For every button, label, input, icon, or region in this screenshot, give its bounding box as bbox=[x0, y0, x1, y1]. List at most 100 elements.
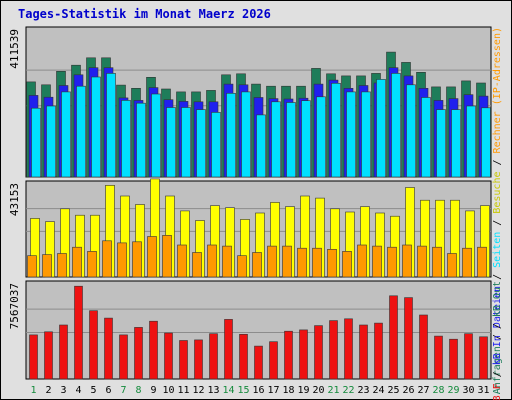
x-tick-label: 2 bbox=[45, 385, 51, 396]
legend-entry: Dateien bbox=[492, 286, 503, 328]
x-tick-label: 9 bbox=[150, 385, 156, 396]
bar-top-seiten-26 bbox=[406, 84, 416, 178]
bar-top-seiten-1 bbox=[31, 107, 41, 178]
bar-bottom-kb-f-18 bbox=[284, 330, 293, 380]
bar-top-seiten-20 bbox=[316, 96, 326, 178]
bar-top-seiten-27 bbox=[421, 97, 431, 178]
panel-max-label: 411539 bbox=[8, 29, 21, 69]
legend-entry: Besuche bbox=[492, 172, 503, 214]
panel-top: 411539 bbox=[8, 26, 492, 178]
bar-top-seiten-9 bbox=[151, 93, 161, 178]
bar-middle-rechner-16 bbox=[252, 252, 262, 278]
bar-middle-rechner-24 bbox=[372, 245, 382, 278]
bar-bottom-kb-f-4 bbox=[74, 285, 83, 380]
bar-top-seiten-13 bbox=[211, 112, 221, 178]
bar-middle-rechner-5 bbox=[87, 251, 97, 278]
bar-bottom-kb-f-31 bbox=[479, 336, 488, 380]
bar-middle-rechner-19 bbox=[297, 247, 307, 278]
bar-middle-rechner-13 bbox=[207, 244, 217, 278]
x-tick-label: 5 bbox=[90, 385, 96, 396]
bar-bottom-kb-f-21 bbox=[329, 320, 338, 380]
bar-middle-rechner-29 bbox=[447, 253, 457, 278]
legend-entry: / bbox=[492, 268, 503, 286]
bar-bottom-kb-f-8 bbox=[134, 327, 143, 380]
chart-title: Tages-Statistik im Monat Maerz 2026 bbox=[18, 7, 271, 21]
bar-middle-rechner-21 bbox=[327, 249, 337, 278]
x-tick-label: 22 bbox=[342, 385, 354, 396]
x-tick-label: 6 bbox=[105, 385, 111, 396]
panel-bottom: 7567037 bbox=[8, 280, 492, 380]
bar-bottom-kb-f-3 bbox=[59, 324, 68, 380]
x-tick-label: 11 bbox=[177, 385, 189, 396]
legend-entry: kB F bbox=[492, 383, 503, 400]
bar-bottom-kb-f-22 bbox=[344, 318, 353, 380]
bar-bottom-kb-f-1 bbox=[29, 334, 38, 380]
bar-top-seiten-12 bbox=[196, 109, 206, 178]
bar-top-seiten-2 bbox=[46, 105, 56, 178]
x-axis: 1 2 3 4 5 6 7 8 9 10 11 12 13 14 15 16 17 18 19 20 21 22 23 24 2… bbox=[30, 385, 489, 396]
x-tick-label: 18 bbox=[282, 385, 294, 396]
bar-bottom-kb-f-2 bbox=[44, 331, 53, 380]
bar-bottom-kb-f-16 bbox=[254, 345, 263, 380]
x-tick-label: 21 bbox=[327, 385, 339, 396]
bar-bottom-kb-f-17 bbox=[269, 341, 278, 380]
bar-middle-rechner-31 bbox=[477, 246, 487, 278]
bar-bottom-kb-f-24 bbox=[374, 322, 383, 380]
panel-middle: 43153 bbox=[8, 178, 492, 278]
x-tick-label: 16 bbox=[252, 385, 264, 396]
bar-middle-rechner-7 bbox=[117, 242, 127, 278]
x-tick-label: 28 bbox=[432, 385, 444, 396]
bar-top-seiten-15 bbox=[241, 91, 251, 178]
x-tick-label: 30 bbox=[462, 385, 474, 396]
legend-entry: / bbox=[492, 153, 503, 171]
x-tick-label: 13 bbox=[207, 385, 219, 396]
bar-middle-rechner-23 bbox=[357, 244, 367, 278]
bar-bottom-kb-f-7 bbox=[119, 334, 128, 380]
bar-top-seiten-19 bbox=[301, 100, 311, 178]
bar-middle-rechner-27 bbox=[417, 245, 427, 278]
bar-top-seiten-29 bbox=[451, 109, 461, 178]
panel-max-label: 43153 bbox=[8, 183, 21, 216]
bar-bottom-kb-f-12 bbox=[194, 339, 203, 380]
bar-middle-rechner-26 bbox=[402, 244, 412, 278]
bar-middle-rechner-15 bbox=[237, 255, 247, 278]
bar-top-seiten-30 bbox=[466, 105, 476, 178]
bar-middle-rechner-4 bbox=[72, 246, 82, 278]
x-tick-label: 12 bbox=[192, 385, 204, 396]
bar-bottom-kb-f-30 bbox=[464, 333, 473, 380]
bar-bottom-kb-f-19 bbox=[299, 329, 308, 380]
x-tick-label: 19 bbox=[297, 385, 309, 396]
right-legend: Anfragen / Dateien / Seiten / Besuche / … bbox=[492, 27, 503, 400]
x-tick-label: 14 bbox=[222, 385, 234, 396]
bar-middle-rechner-1 bbox=[27, 255, 37, 278]
bar-top-seiten-24 bbox=[376, 79, 386, 178]
bar-top-seiten-18 bbox=[286, 102, 296, 178]
bar-bottom-kb-f-29 bbox=[449, 338, 458, 380]
bar-middle-rechner-9 bbox=[147, 236, 157, 278]
bar-bottom-kb-f-15 bbox=[239, 333, 248, 380]
legend-entry: kB Out bbox=[492, 281, 503, 317]
x-tick-label: 15 bbox=[237, 385, 249, 396]
bar-top-seiten-5 bbox=[91, 76, 101, 178]
bar-top-seiten-4 bbox=[76, 85, 86, 178]
bar-top-seiten-14 bbox=[226, 93, 236, 178]
x-tick-label: 23 bbox=[357, 385, 369, 396]
bar-top-seiten-28 bbox=[436, 109, 446, 178]
bar-top-seiten-10 bbox=[166, 107, 176, 178]
bar-bottom-kb-f-23 bbox=[359, 324, 368, 380]
x-tick-label: 25 bbox=[387, 385, 399, 396]
legend-line-2: kB F / kB In / kB Out bbox=[492, 281, 503, 400]
bar-middle-rechner-8 bbox=[132, 241, 142, 278]
bar-middle-rechner-17 bbox=[267, 245, 277, 278]
bar-middle-rechner-18 bbox=[282, 245, 292, 278]
x-tick-label: 27 bbox=[417, 385, 429, 396]
bar-middle-rechner-11 bbox=[177, 244, 187, 278]
x-tick-label: 4 bbox=[75, 385, 81, 396]
x-tick-label: 26 bbox=[402, 385, 414, 396]
legend-entry: / bbox=[492, 365, 503, 383]
bar-top-seiten-31 bbox=[481, 107, 491, 178]
bar-top-seiten-6 bbox=[106, 73, 116, 178]
bar-bottom-kb-f-20 bbox=[314, 325, 323, 380]
